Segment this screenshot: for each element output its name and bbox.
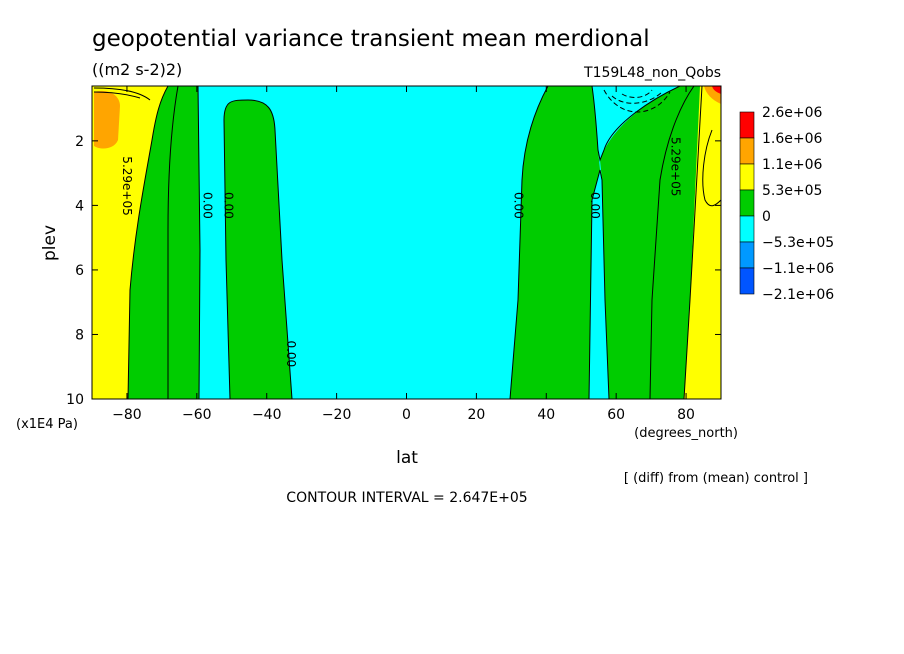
legend-swatch <box>739 137 755 165</box>
contour-line <box>702 129 721 207</box>
contour-line <box>93 91 141 99</box>
legend-label: 5.3e+05 <box>762 183 822 199</box>
field-green-midlat-sh <box>224 100 292 399</box>
x-tick-label: −20 <box>322 407 352 423</box>
legend-label: −1.1e+06 <box>762 261 834 277</box>
legend-label: 1.6e+06 <box>762 131 823 147</box>
contour-line <box>127 86 169 399</box>
x-tick-label: 20 <box>467 407 485 423</box>
y-tick-label: 4 <box>75 198 84 214</box>
legend-label: −5.3e+05 <box>762 235 834 251</box>
legend-label: −2.1e+06 <box>762 287 834 303</box>
legend-swatch <box>739 215 755 243</box>
contour-label: 0.00 <box>588 192 602 219</box>
contour-lines-negative <box>603 89 671 113</box>
contour-label: 5.29e+05 <box>669 137 683 196</box>
legend-swatch <box>739 111 755 139</box>
contour-line <box>93 87 151 101</box>
contour-lines <box>93 86 721 399</box>
legend-label: 2.6e+06 <box>762 105 823 121</box>
legend-label: 0 <box>762 209 771 225</box>
y-axis-units: (x1E4 Pa) <box>16 417 78 432</box>
contour-line-dashed <box>603 89 671 113</box>
contour-line <box>591 86 681 162</box>
x-tick-label: 40 <box>537 407 555 423</box>
contour-line <box>683 86 703 399</box>
contour-line <box>649 86 695 399</box>
y-tick-label: 6 <box>75 263 84 279</box>
x-tick-label: −60 <box>182 407 212 423</box>
x-tick-label: 60 <box>607 407 625 423</box>
chart-title: geopotential variance transient mean mer… <box>92 26 650 52</box>
contour-line <box>509 86 549 399</box>
contour-label: 0.00 <box>284 340 298 367</box>
x-tick-label: −40 <box>252 407 282 423</box>
field-green-sh <box>128 86 200 399</box>
legend-label: 1.1e+06 <box>762 157 823 173</box>
run-label: T159L48_non_Qobs <box>583 65 721 81</box>
legend-swatch <box>739 267 755 295</box>
x-axis-units: (degrees_north) <box>634 426 738 441</box>
field-orange-sh <box>94 90 120 149</box>
x-tick-label: 0 <box>402 407 411 423</box>
plot-area <box>92 86 721 399</box>
contour-line <box>223 99 293 399</box>
color-legend: 2.6e+06 1.6e+06 1.1e+06 5.3e+05 0 −5.3e+05 −1.… <box>739 105 834 303</box>
contour-label: 5.29e+05 <box>120 156 134 215</box>
contour-line <box>197 86 201 399</box>
contour-line <box>588 169 610 399</box>
x-tick-label: −80 <box>112 407 142 423</box>
x-axis-label: lat <box>396 448 418 468</box>
x-tick-label: 80 <box>677 407 695 423</box>
field-yellow-sh <box>92 86 168 399</box>
legend-swatch <box>739 163 755 191</box>
chart-units: ((m2 s-2)2) <box>92 60 182 79</box>
field-yellow-nh <box>684 86 721 399</box>
legend-swatch <box>739 189 755 217</box>
contour-interval: CONTOUR INTERVAL = 2.647E+05 <box>286 490 527 506</box>
contour-line-dashed <box>621 89 653 98</box>
contour-label: 0.00 <box>221 192 235 219</box>
field-red-nh <box>712 86 721 94</box>
y-axis: 2 4 6 8 10 <box>66 134 721 408</box>
contour-labels: 5.29e+05 0.00 0.00 0.00 0.00 0.00 5.29e+05 <box>120 137 683 367</box>
y-tick-label: 8 <box>75 327 84 343</box>
y-tick-label: 10 <box>66 392 84 408</box>
contour-line <box>167 86 179 399</box>
contour-label: 0.00 <box>200 192 214 219</box>
field-green-nh-high <box>600 86 702 399</box>
contour-label: 0.00 <box>511 192 525 219</box>
contour-line-dashed <box>611 91 663 104</box>
y-axis-label: plev <box>40 225 60 261</box>
y-tick-label: 2 <box>75 134 84 150</box>
footnote: [ (diff) from (mean) control ] <box>624 471 808 486</box>
x-axis: −80 −60 −40 −20 0 20 40 60 80 <box>112 86 695 423</box>
legend-swatch <box>739 241 755 269</box>
field-green-nh <box>510 86 600 399</box>
